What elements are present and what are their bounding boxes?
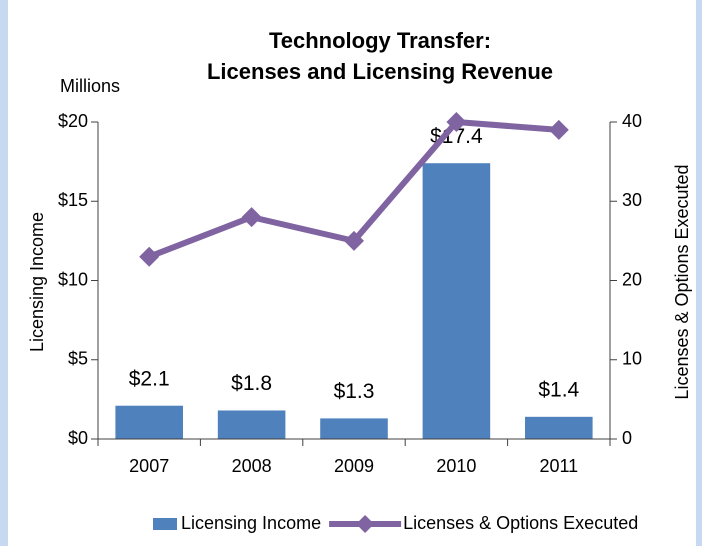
y2-tick-label: 40 (622, 111, 642, 131)
y2-tick-label: 10 (622, 349, 642, 369)
left-frame (0, 0, 8, 546)
x-tick-label: 2009 (334, 456, 374, 476)
legend-label: Licensing Income (181, 513, 321, 533)
bar (320, 418, 388, 439)
legend-swatch (153, 518, 177, 530)
bar (525, 416, 593, 439)
x-tick-label: 2010 (436, 456, 476, 476)
data-label: $2.1 (129, 367, 170, 390)
legend-label: Licenses & Options Executed (403, 513, 638, 533)
bar (217, 410, 286, 439)
y-tick-label: $15 (58, 190, 88, 210)
bar (422, 163, 491, 439)
y-tick-label: $10 (58, 269, 88, 289)
data-label: $1.8 (231, 372, 272, 395)
right-frame (696, 0, 702, 546)
bar (115, 405, 183, 439)
line-marker (446, 112, 467, 132)
y2-axis-label: Licenses & Options Executed (672, 164, 692, 399)
y-axis-label: Licensing Income (27, 212, 47, 352)
line-marker (344, 230, 364, 251)
data-label: $1.4 (538, 378, 579, 401)
y-tick-label: $0 (68, 428, 88, 448)
y2-tick-label: 30 (622, 190, 642, 210)
y-tick-label: $20 (58, 111, 88, 131)
x-tick-label: 2007 (129, 456, 169, 476)
line-marker (241, 207, 262, 228)
y-tick-label: $5 (68, 349, 88, 369)
line-marker (139, 246, 160, 267)
legend-marker (356, 515, 375, 533)
data-label: $1.3 (334, 380, 375, 403)
x-tick-label: 2011 (539, 456, 578, 476)
y2-tick-label: 20 (622, 269, 642, 289)
data-label: $17.4 (430, 125, 483, 148)
units-label: Millions (60, 76, 120, 96)
x-tick-label: 2008 (232, 456, 272, 476)
chart-title: Technology Transfer: (269, 28, 491, 53)
chart-title: Licenses and Licensing Revenue (207, 59, 553, 84)
y2-tick-label: 0 (622, 428, 632, 448)
line-marker (548, 119, 569, 140)
